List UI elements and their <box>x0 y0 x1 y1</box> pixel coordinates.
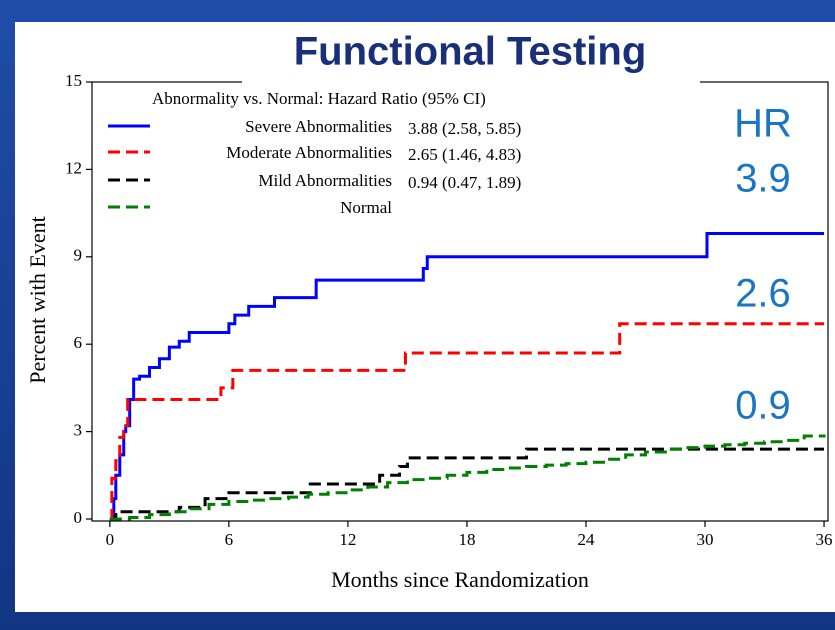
annotation: 2.6 <box>735 272 791 316</box>
annotation: HR <box>734 102 792 146</box>
x-tick-label: 0 <box>106 530 115 549</box>
title-backdrop <box>242 24 700 84</box>
y-tick-label: 0 <box>74 508 83 527</box>
survival-curve <box>109 434 826 521</box>
x-tick-label: 12 <box>339 530 356 549</box>
y-axis-label: Percent with Event <box>25 216 50 383</box>
x-tick-label: 6 <box>225 530 234 549</box>
legend-label: Moderate Abnormalities <box>226 143 392 162</box>
legend-label: Mild Abnormalities <box>258 171 392 190</box>
survival-curve <box>109 322 825 521</box>
x-axis-label: Months since Randomization <box>331 567 589 592</box>
annotation: 3.9 <box>735 157 791 201</box>
x-tick-label: 36 <box>816 530 833 549</box>
y-tick-label: 15 <box>65 71 82 90</box>
y-tick-label: 12 <box>65 158 82 177</box>
x-tick-label: 18 <box>458 530 475 549</box>
legend-label: Normal <box>340 198 392 217</box>
legend-title: Abnormality vs. Normal: Hazard Ratio (95… <box>152 89 486 108</box>
x-tick-label: 30 <box>697 530 714 549</box>
legend-hazard-ratio: 2.65 (1.46, 4.83) <box>408 145 521 164</box>
chart-title: Functional Testing <box>294 30 647 74</box>
legend: Severe Abnormalities 3.88 (2.58, 5.85) Mod… <box>108 117 521 217</box>
y-tick-label: 9 <box>74 246 83 265</box>
y-tick-label: 6 <box>74 333 83 352</box>
x-tick-label: 24 <box>577 530 595 549</box>
y-tick-label: 3 <box>74 421 83 440</box>
content-panel <box>15 22 835 612</box>
annotations: HR 3.9 2.6 0.9 <box>734 102 792 428</box>
annotation: 0.9 <box>735 384 791 428</box>
survival-curve <box>109 231 825 521</box>
legend-label: Severe Abnormalities <box>245 117 392 136</box>
legend-hazard-ratio: 3.88 (2.58, 5.85) <box>408 119 521 138</box>
legend-hazard-ratio: 0.94 (0.47, 1.89) <box>408 173 521 192</box>
